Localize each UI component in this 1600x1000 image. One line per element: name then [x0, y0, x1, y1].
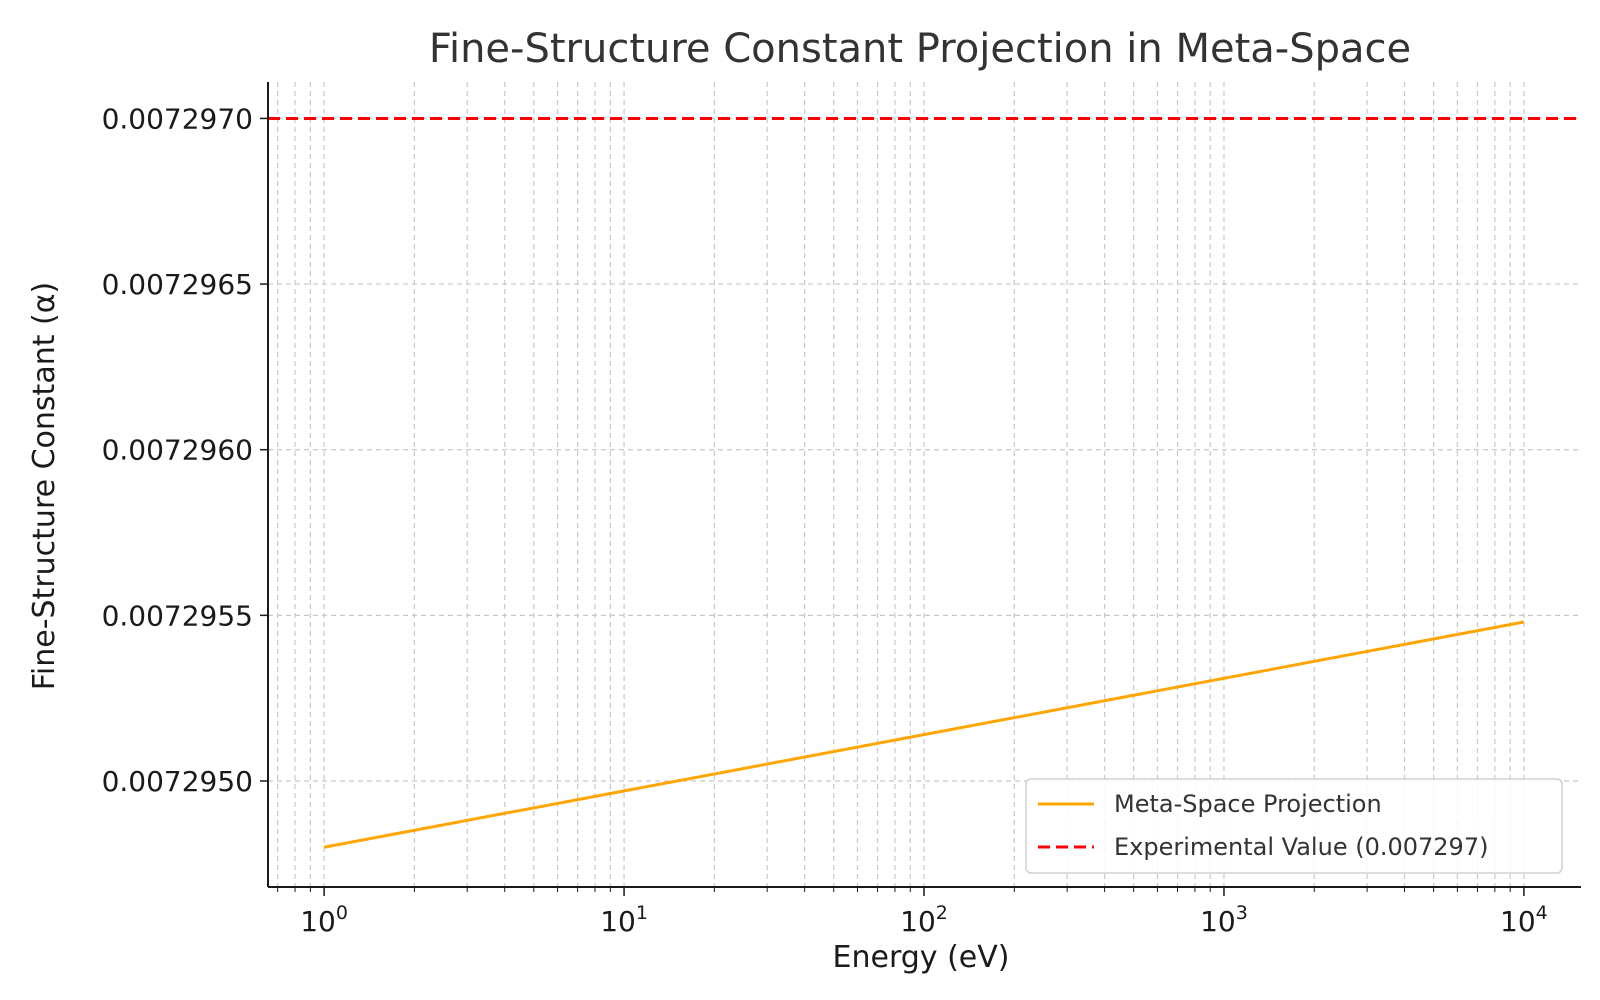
y-tick-label: 0.0072950: [102, 765, 253, 798]
x-tick-label: 104: [1500, 902, 1548, 938]
legend-box: [1025, 778, 1563, 874]
legend-label: Experimental Value (0.007297): [1114, 833, 1488, 861]
legend: Meta-Space Projection Experimental Value …: [1025, 778, 1563, 874]
x-ticks: 100 101 102 103 104: [277, 887, 1548, 938]
x-tick-label: 101: [600, 902, 648, 938]
x-axis-label: Energy (eV): [833, 940, 1010, 975]
legend-label: Meta-Space Projection: [1114, 790, 1382, 818]
y-axis-label: Fine-Structure Constant (α): [27, 282, 62, 690]
meta-space-projection-line: [323, 620, 1525, 849]
y-tick-label: 0.0072970: [102, 102, 253, 135]
chart-title: Fine-Structure Constant Projection in Me…: [429, 26, 1411, 72]
x-tick-label: 103: [1200, 902, 1248, 938]
grid: [268, 82, 1581, 887]
y-ticks: 0.0072950 0.0072955 0.0072960 0.0072965 0.00…: [102, 102, 268, 798]
series-layer: [268, 116, 1581, 849]
y-tick-label: 0.0072960: [102, 434, 253, 467]
y-tick-label: 0.0072965: [102, 268, 253, 301]
x-tick-label: 102: [900, 902, 948, 938]
x-tick-label: 100: [300, 902, 348, 938]
y-tick-label: 0.0072955: [102, 599, 253, 632]
